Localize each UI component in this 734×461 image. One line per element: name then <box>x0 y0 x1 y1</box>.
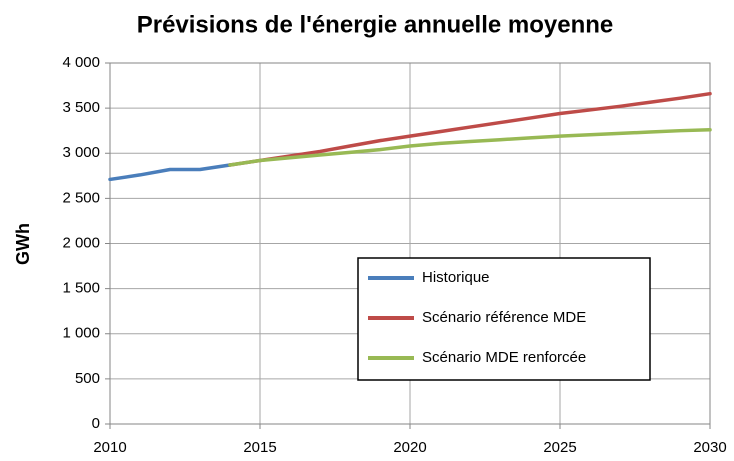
y-tick-label: 3 500 <box>62 99 100 116</box>
legend-label: Historique <box>422 269 490 286</box>
y-tick-label: 3 000 <box>62 144 100 161</box>
x-tick-label: 2015 <box>243 439 276 456</box>
y-tick-label: 500 <box>75 370 100 387</box>
plot-border <box>109 62 711 425</box>
y-tick-label: 2 000 <box>62 234 100 251</box>
legend-label: Scénario MDE renforcée <box>422 349 586 366</box>
x-tick-label: 2020 <box>393 439 426 456</box>
y-tick-label: 1 500 <box>62 280 100 297</box>
y-tick-label: 1 000 <box>62 325 100 342</box>
x-tick-label: 2010 <box>93 439 126 456</box>
legend: Historique Scénario référence MDE Scénario… <box>357 257 651 381</box>
x-tick-label: 2030 <box>693 439 726 456</box>
y-tick-label: 0 <box>92 415 100 432</box>
y-tick-label: 4 000 <box>62 54 100 71</box>
line-series <box>108 163 232 182</box>
line-series <box>228 128 712 167</box>
y-axis-label: GWh <box>13 223 33 265</box>
y-tick-label: 2 500 <box>62 189 100 206</box>
line-series <box>228 91 712 167</box>
legend-label: Scénario référence MDE <box>422 309 586 326</box>
chart-title: Prévisions de l'énergie annuelle moyenne <box>137 11 614 38</box>
x-tick-label: 2025 <box>543 439 576 456</box>
